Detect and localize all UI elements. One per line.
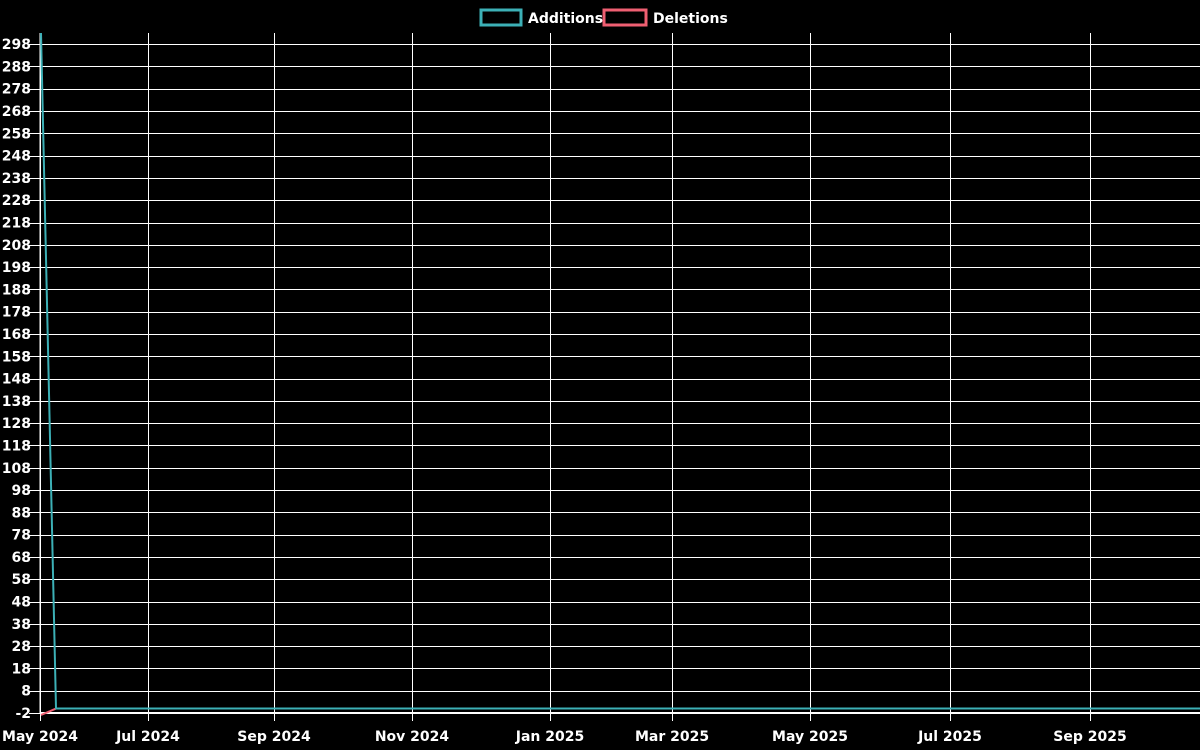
x-tick-label: Jul 2025	[917, 729, 982, 745]
y-tick-label: 248	[2, 149, 31, 165]
y-tick-label: 38	[12, 617, 31, 633]
y-tick-label: 8	[21, 684, 31, 700]
y-tick-label: 78	[12, 528, 31, 544]
deletions-swatch-icon	[602, 8, 648, 27]
vertical-gridlines	[40, 33, 1091, 713]
y-tick-label: 268	[2, 104, 31, 120]
y-tick-label: 158	[2, 349, 31, 365]
y-tick-label: 208	[2, 238, 31, 254]
y-tick-label: 298	[2, 37, 31, 53]
y-tick-label: 228	[2, 193, 31, 209]
y-tick-label: 98	[12, 483, 31, 499]
legend-item-deletions[interactable]: Deletions	[602, 8, 728, 27]
legend-label-additions: Additions	[528, 11, 603, 27]
x-tick-label: May 2025	[772, 729, 848, 745]
y-tick-label: 148	[2, 372, 31, 388]
y-tick-label: 178	[2, 305, 31, 321]
x-tick-label: Nov 2024	[375, 729, 450, 745]
y-tick-label: 28	[12, 639, 31, 655]
x-tick-label: Sep 2024	[237, 729, 311, 745]
x-tick-label: Jul 2024	[115, 729, 180, 745]
additions-swatch-icon	[479, 8, 523, 27]
y-tick-label: -2	[15, 706, 31, 722]
y-tick-label: 218	[2, 216, 31, 232]
y-tick-label: 118	[2, 438, 31, 454]
y-tick-label: 138	[2, 394, 31, 410]
y-tick-label: 198	[2, 260, 31, 276]
y-tick-label: 58	[12, 572, 31, 588]
legend-item-additions[interactable]: Additions	[479, 8, 603, 27]
y-tick-label: 108	[2, 461, 31, 477]
additions-line	[40, 32, 1200, 710]
y-tick-label: 188	[2, 282, 31, 298]
y-tick-label: 18	[12, 661, 31, 677]
y-tick-label: 128	[2, 416, 31, 432]
x-tick-label: Mar 2025	[635, 729, 709, 745]
y-tick-label: 238	[2, 171, 31, 187]
y-tick-label: 288	[2, 59, 31, 75]
x-tick-label: Jan 2025	[515, 729, 584, 745]
x-tick-label: May 2024	[2, 729, 78, 745]
y-tick-label: 278	[2, 82, 31, 98]
y-tick-label: 258	[2, 126, 31, 142]
y-tick-label: 88	[12, 505, 31, 521]
chart-legend: Additions Deletions	[479, 8, 728, 27]
y-tick-label: 168	[2, 327, 31, 343]
x-tick-label: Sep 2025	[1053, 729, 1126, 745]
horizontal-gridlines	[40, 44, 1200, 714]
y-tick-label: 68	[12, 550, 31, 566]
y-axis-ticks	[29, 44, 40, 714]
x-axis-tick-labels: May 2024 Jul 2024 Sep 2024 Nov 2024 Jan 2025…	[2, 729, 1127, 745]
y-tick-label: 48	[12, 595, 31, 611]
legend-label-deletions: Deletions	[653, 11, 728, 27]
y-axis-tick-labels: -2 8 18 28 38 48 58 68 78 88 98 108 118 128 138 148 158 1…	[2, 37, 31, 722]
x-axis-ticks	[40, 713, 1091, 721]
